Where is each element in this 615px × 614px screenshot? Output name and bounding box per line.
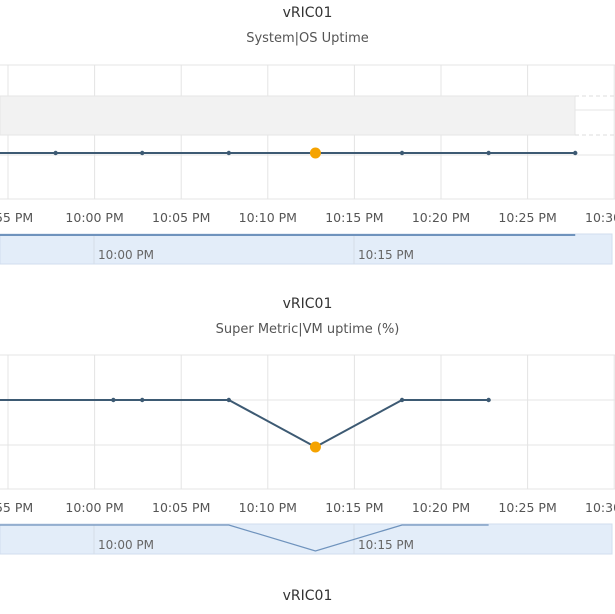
highlighted-point	[309, 441, 321, 453]
x-tick-label: 10:10 PM	[239, 210, 297, 225]
data-point	[53, 150, 58, 156]
x-tick-label: 10:30 PM	[585, 500, 615, 515]
x-tick-label: 10:00 PM	[65, 210, 123, 225]
chart1-title: vRIC01	[282, 5, 333, 21]
x-tick-label: 10:25 PM	[498, 500, 556, 515]
x-tick-label: 10:00 PM	[65, 500, 123, 515]
threshold-band	[0, 95, 576, 136]
data-point	[111, 397, 116, 403]
x-tick-label: 10:05 PM	[152, 210, 210, 225]
data-point	[573, 150, 578, 156]
series-line	[0, 399, 489, 449]
data-point	[140, 150, 145, 156]
chart2-title: vRIC01	[282, 296, 333, 312]
data-point	[140, 397, 145, 403]
navigator-tick-label: 10:15 PM	[358, 538, 414, 552]
x-tick-label: 10:30 PM	[585, 210, 615, 225]
x-tick-label: 10:05 PM	[152, 500, 210, 515]
x-tick-label: 10:25 PM	[498, 210, 556, 225]
data-point	[399, 150, 405, 156]
chart1-subtitle: System|OS Uptime	[246, 31, 369, 46]
data-point	[486, 397, 491, 403]
x-tick-label: 10:10 PM	[239, 500, 297, 515]
x-tick-label: 10:20 PM	[412, 500, 470, 515]
navigator-series	[0, 524, 489, 552]
navigator-tick-label: 10:00 PM	[98, 248, 154, 262]
x-tick-label: 9:55 PM	[0, 210, 33, 225]
x-tick-label: 10:15 PM	[325, 210, 383, 225]
navigator-tick-label: 10:15 PM	[358, 248, 414, 262]
data-point	[226, 150, 232, 156]
chart2-subtitle: Super Metric|VM uptime (%)	[215, 322, 400, 337]
navigator	[0, 523, 613, 555]
chart2[interactable]: 9:55 PM 10:00 PM 10:05 PM 10:10 PM 10:15 PM 1…	[0, 290, 615, 560]
x-tick-label: 9:55 PM	[0, 500, 33, 515]
data-point	[399, 397, 405, 403]
x-tick-label: 10:20 PM	[412, 210, 470, 225]
data-point	[486, 150, 491, 156]
highlighted-point	[309, 147, 321, 159]
navigator-tick-label: 10:00 PM	[98, 538, 154, 552]
data-point	[226, 397, 232, 403]
x-tick-label: 10:15 PM	[325, 500, 383, 515]
navigator	[0, 233, 613, 265]
chart3-title: vRIC01	[282, 588, 333, 604]
chart1[interactable]: 9:55 PM 10:00 PM 10:05 PM 10:10 PM 10:15 PM 1…	[0, 0, 615, 270]
